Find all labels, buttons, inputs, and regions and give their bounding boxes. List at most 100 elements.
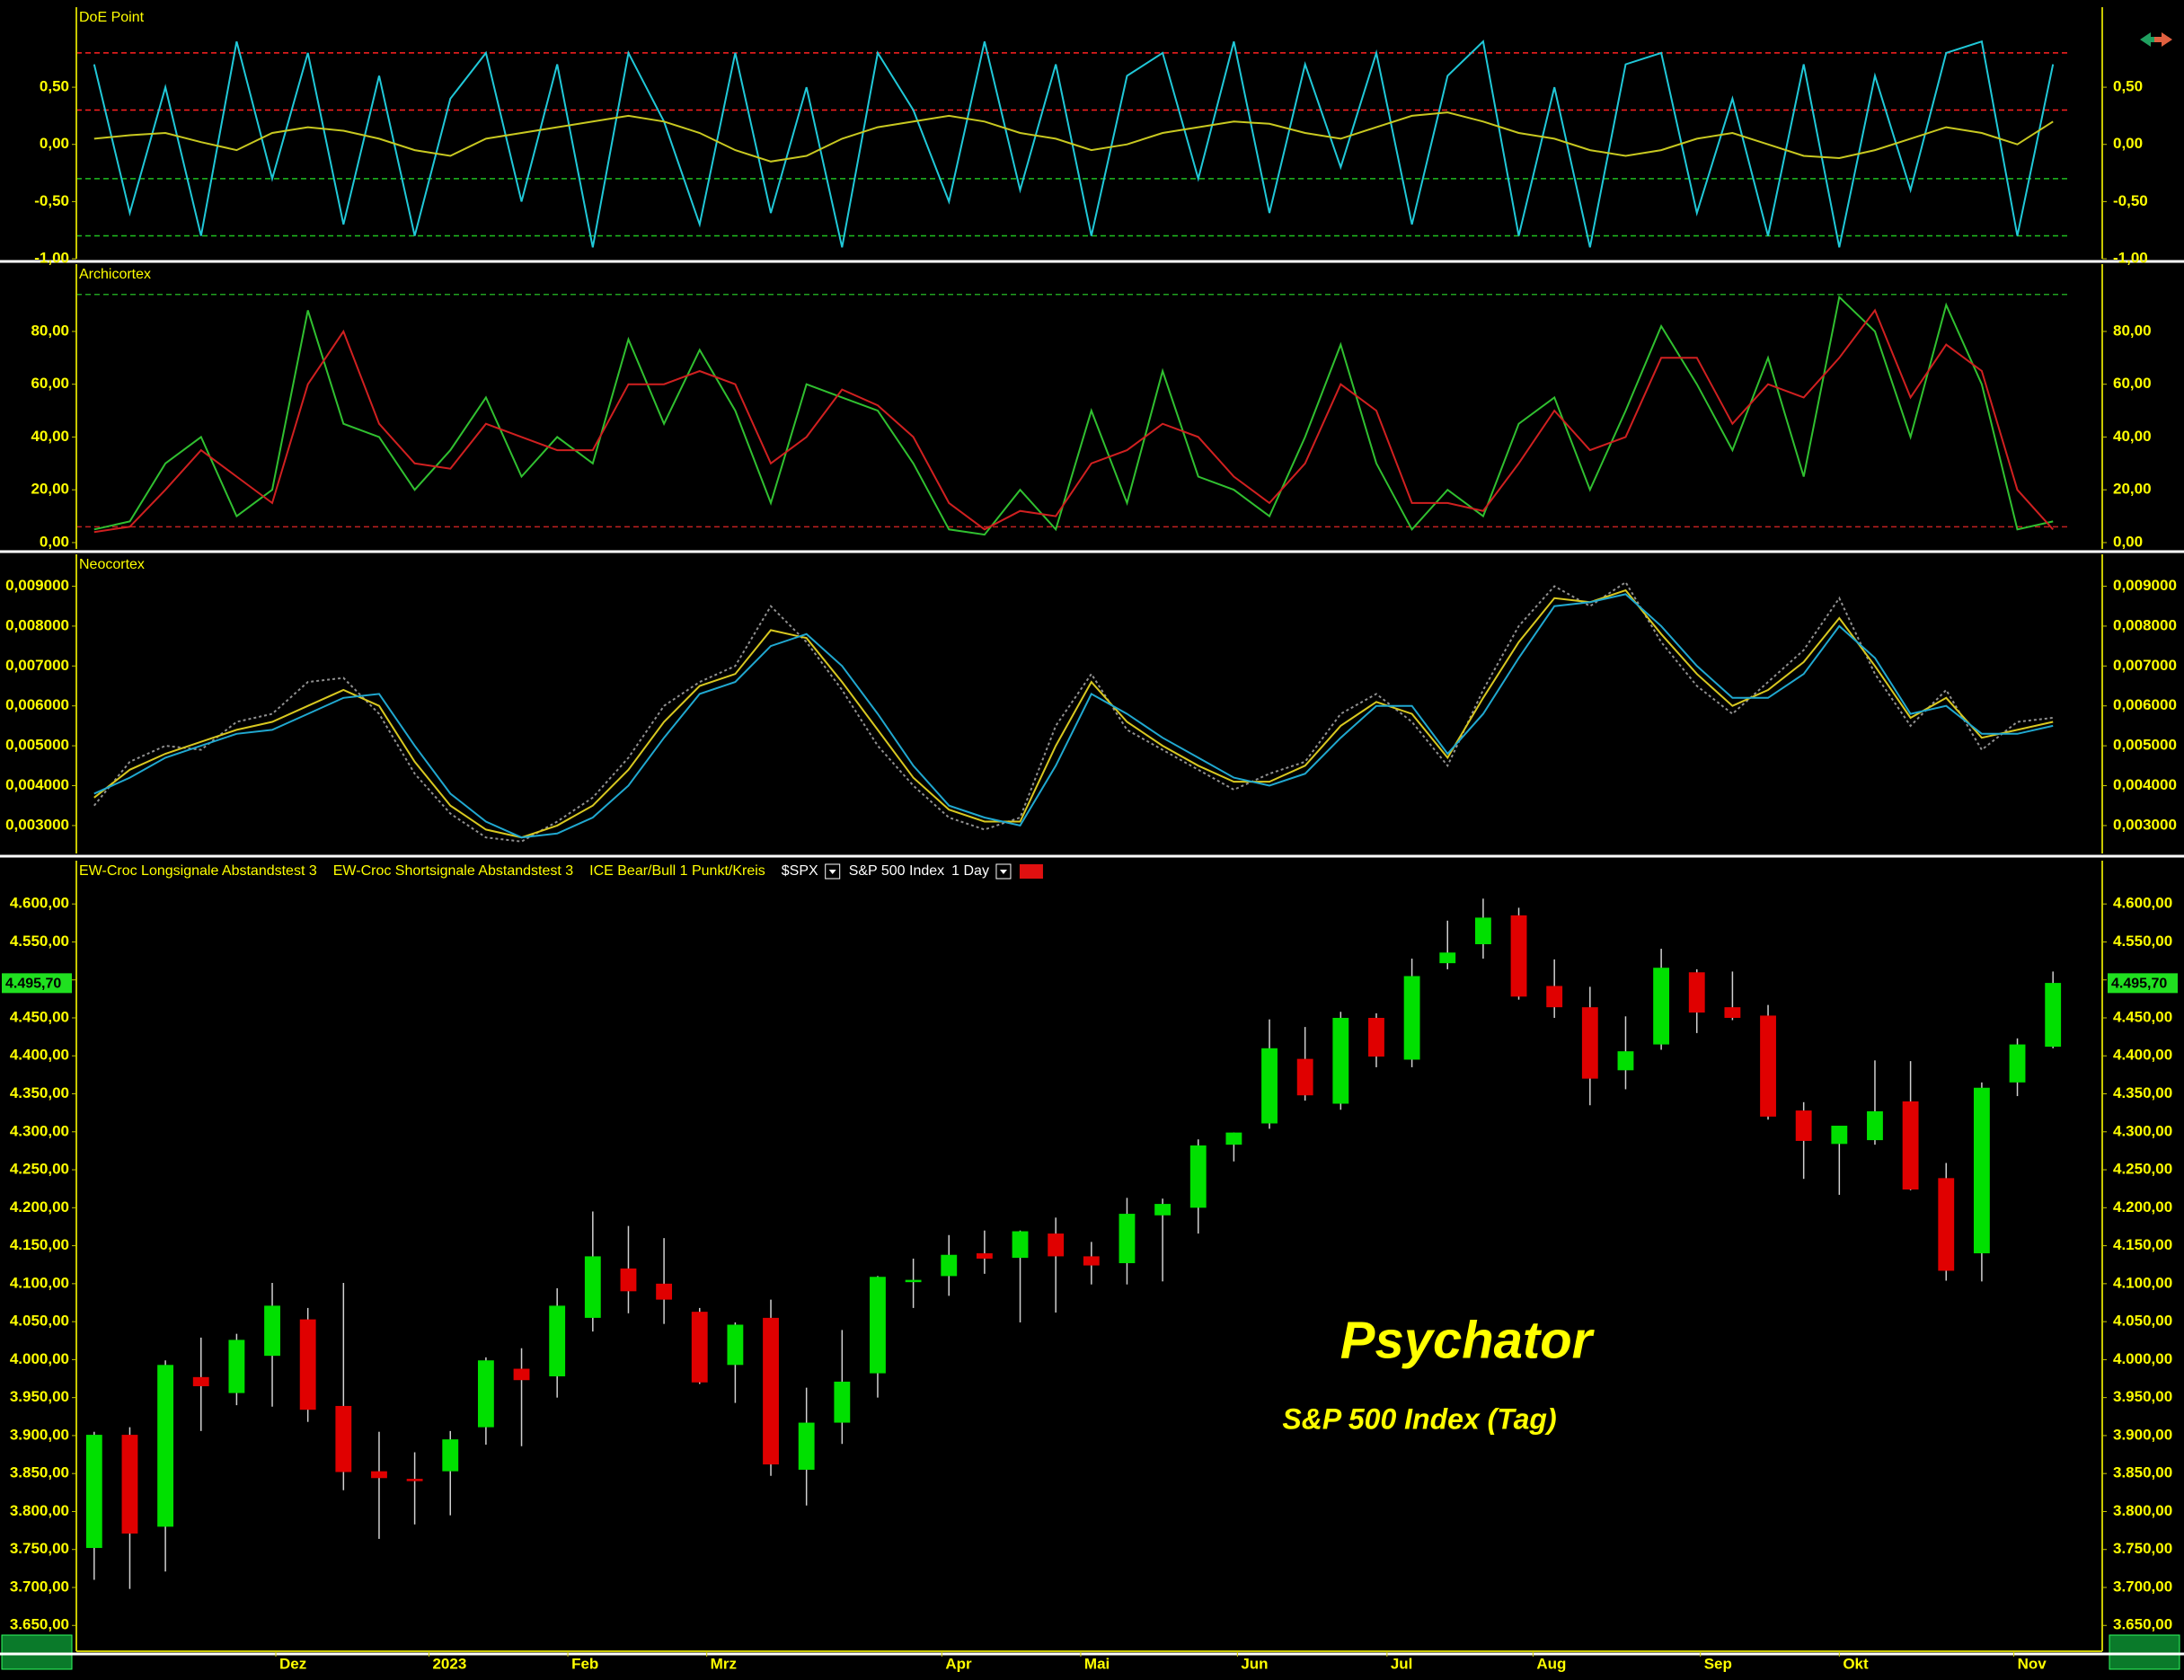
dropdown-arrow (999, 870, 1007, 874)
x-tick-label: Jul (1391, 1655, 1413, 1672)
candle-body (584, 1256, 601, 1318)
y-tick-label: 4.350,00 (2113, 1084, 2172, 1101)
panel (76, 40, 2071, 248)
candle-body (335, 1405, 352, 1472)
candle-body (1581, 1007, 1598, 1079)
x-tick-label: Feb (571, 1655, 598, 1672)
y-tick-label: 80,00 (31, 322, 69, 339)
y-tick-label: 0,006000 (2113, 696, 2177, 713)
candle-body (157, 1365, 174, 1527)
panel (93, 580, 2054, 843)
candle-body (1403, 976, 1420, 1060)
candle-body (228, 1340, 245, 1393)
panel (76, 294, 2071, 536)
y-tick-label: 0,00 (2113, 533, 2143, 550)
y-tick-label: 4.450,00 (2113, 1008, 2172, 1025)
candle-body (620, 1268, 637, 1292)
y-tick-label: 20,00 (2113, 481, 2152, 498)
series-line (93, 40, 2055, 248)
candle-body (1831, 1126, 1848, 1145)
y-tick-label: 3.750,00 (2113, 1540, 2172, 1557)
candle-body (1653, 968, 1670, 1045)
y-tick-label: 3.950,00 (10, 1388, 69, 1405)
y-tick-label: 0,50 (40, 78, 69, 95)
y-tick-label: 3.650,00 (2113, 1616, 2172, 1633)
watermark: Psychator (1340, 1311, 1596, 1369)
candle-body (477, 1360, 494, 1428)
x-tick-label: 2023 (432, 1655, 466, 1672)
y-tick-label: 3.700,00 (2113, 1578, 2172, 1595)
candle-body (371, 1471, 387, 1479)
y-tick-label: -1,00 (34, 249, 69, 266)
candle-body (1119, 1214, 1136, 1264)
y-tick-label: 20,00 (31, 481, 69, 498)
candle-body (1867, 1110, 1883, 1141)
y-tick-label: 3.900,00 (10, 1426, 69, 1443)
panel-title: Archicortex (79, 267, 151, 282)
y-tick-label: 0,007000 (5, 657, 69, 674)
y-tick-label: 4.000,00 (10, 1350, 69, 1367)
x-tick-label: Dez (279, 1655, 306, 1672)
candle-body (442, 1439, 459, 1472)
y-tick-label: 4.100,00 (10, 1274, 69, 1291)
close-button (1019, 864, 1043, 879)
y-tick-label: 40,00 (31, 428, 69, 445)
legend-entry: EW-Croc Longsignale Abstandstest 3 (79, 863, 317, 879)
series-line (93, 308, 2054, 534)
candle-body (1546, 986, 1563, 1008)
y-tick-label: -0,50 (34, 192, 69, 209)
y-tick-label: 3.850,00 (2113, 1464, 2172, 1481)
y-tick-label: 3.900,00 (2113, 1426, 2172, 1443)
legend-instrument: S&P 500 Index (849, 863, 944, 879)
x-tick-label: Jun (1241, 1655, 1268, 1672)
panel-title: DoE Point (79, 10, 145, 25)
y-tick-label: 0,00 (40, 135, 69, 152)
candle-body (1795, 1110, 1812, 1141)
y-tick-label: 4.300,00 (2113, 1122, 2172, 1139)
candle-body (691, 1312, 708, 1383)
y-tick-label: 4.400,00 (2113, 1047, 2172, 1064)
y-tick-label: 4.250,00 (2113, 1161, 2172, 1178)
candle-body (513, 1368, 530, 1381)
price-box (2108, 973, 2178, 994)
y-tick-label: 4.200,00 (10, 1198, 69, 1216)
y-tick-label: 0,004000 (2113, 776, 2177, 793)
y-tick-label: 4.150,00 (2113, 1236, 2172, 1253)
candle-body (1296, 1058, 1313, 1096)
candle-body (834, 1381, 851, 1423)
y-tick-label: 0,005000 (2113, 737, 2177, 754)
candle-body (2045, 983, 2062, 1048)
panel (85, 898, 2062, 1589)
y-tick-label: 4.150,00 (10, 1236, 69, 1253)
candle-body (1617, 1051, 1634, 1071)
candle-body (976, 1253, 993, 1259)
series-line (93, 111, 2054, 163)
candle-body (1189, 1145, 1207, 1208)
y-tick-label: 0,00 (2113, 135, 2143, 152)
x-tick-label: Mai (1084, 1655, 1110, 1672)
candle-body (1012, 1231, 1029, 1259)
candle-body (1332, 1017, 1349, 1104)
y-tick-label: 4.550,00 (10, 933, 69, 950)
candle-body (656, 1283, 673, 1300)
y-tick-label: 4.200,00 (2113, 1198, 2172, 1216)
y-tick-label: 0,009000 (5, 577, 69, 594)
y-tick-label: 3.800,00 (10, 1502, 69, 1519)
candle-body (763, 1317, 779, 1465)
y-tick-label: 4.600,00 (10, 895, 69, 912)
y-tick-label: 3.750,00 (10, 1540, 69, 1557)
series-line (93, 580, 2054, 843)
toolbar-icon (2140, 32, 2172, 47)
y-tick-label: 4.300,00 (10, 1122, 69, 1139)
candle-body (1724, 1007, 1741, 1018)
series-line (93, 588, 2054, 839)
candle-body (941, 1254, 958, 1277)
y-tick-label: 0,50 (2113, 78, 2143, 95)
x-tick-label: Okt (1843, 1655, 1869, 1672)
y-tick-label: 3.850,00 (10, 1464, 69, 1481)
candle-body (1474, 917, 1491, 944)
arrow-icon (2154, 32, 2172, 47)
